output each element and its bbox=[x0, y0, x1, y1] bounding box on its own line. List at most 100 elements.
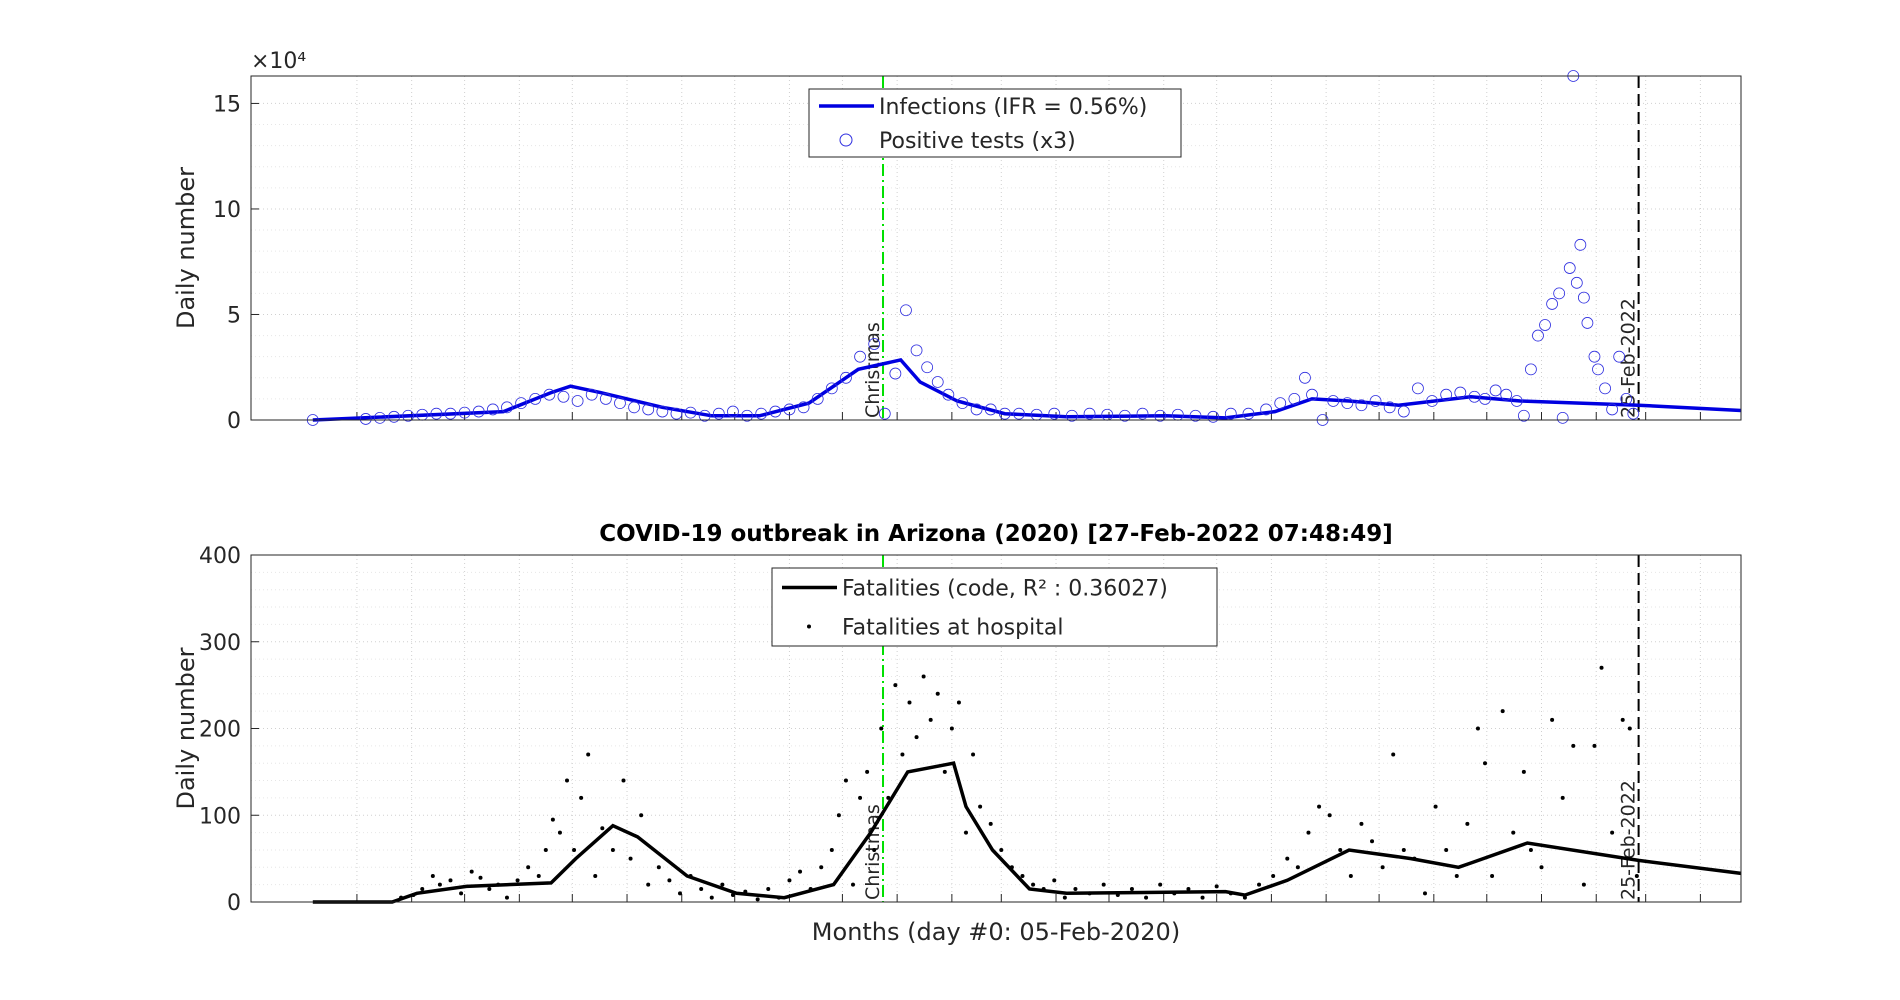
data-point bbox=[646, 882, 651, 887]
data-point bbox=[572, 847, 577, 852]
data-point bbox=[557, 390, 570, 403]
data-point bbox=[730, 893, 735, 898]
data-point bbox=[1599, 382, 1611, 395]
data-point bbox=[1041, 886, 1046, 891]
data-point bbox=[593, 873, 598, 878]
series-line bbox=[312, 761, 1742, 904]
data-point bbox=[1154, 409, 1167, 422]
data-point bbox=[921, 361, 934, 374]
data-point bbox=[536, 873, 541, 878]
data-point bbox=[699, 886, 704, 891]
data-point bbox=[430, 873, 435, 878]
data-point bbox=[402, 409, 415, 422]
data-point bbox=[1129, 886, 1134, 891]
data-point bbox=[1465, 821, 1470, 826]
data-point bbox=[1189, 409, 1202, 422]
data-point bbox=[565, 778, 570, 783]
data-point bbox=[1341, 397, 1354, 410]
data-point bbox=[411, 893, 416, 898]
data-point bbox=[1426, 395, 1438, 407]
data-point bbox=[709, 895, 714, 900]
data-point bbox=[1299, 371, 1311, 384]
data-point bbox=[388, 410, 400, 423]
axes-box bbox=[250, 75, 1742, 421]
data-point bbox=[1500, 709, 1505, 714]
data-point bbox=[1200, 895, 1205, 900]
y-tick-label: 300 bbox=[199, 631, 241, 656]
y-tick-label: 200 bbox=[199, 718, 241, 743]
data-point bbox=[1158, 882, 1163, 887]
data-point bbox=[907, 700, 912, 705]
data-point bbox=[656, 405, 669, 418]
data-point bbox=[1440, 388, 1453, 401]
y-tick-label: 400 bbox=[199, 544, 241, 569]
y-tick-label: 10 bbox=[213, 198, 241, 223]
data-point bbox=[543, 388, 556, 401]
data-point bbox=[469, 869, 474, 874]
data-point bbox=[1031, 882, 1036, 887]
data-point bbox=[1528, 847, 1533, 852]
data-point bbox=[585, 388, 598, 401]
data-point bbox=[1613, 350, 1626, 363]
data-point bbox=[935, 691, 940, 696]
data-point bbox=[1489, 384, 1502, 397]
data-point bbox=[571, 395, 584, 407]
data-point bbox=[825, 382, 838, 395]
data-point bbox=[1500, 388, 1513, 401]
data-point bbox=[819, 865, 824, 870]
data-point bbox=[1355, 399, 1368, 412]
data-point bbox=[420, 886, 425, 891]
y-axis-label: Daily number bbox=[172, 167, 200, 329]
data-point bbox=[928, 717, 933, 722]
data-point bbox=[1581, 882, 1586, 887]
data-point bbox=[1348, 873, 1353, 878]
data-point bbox=[1627, 407, 1640, 420]
data-point bbox=[984, 403, 997, 416]
data-point bbox=[1563, 262, 1576, 274]
data-point bbox=[656, 865, 661, 870]
data-point bbox=[1634, 873, 1639, 878]
data-point bbox=[1454, 386, 1467, 399]
data-point bbox=[1606, 403, 1619, 416]
data-point bbox=[776, 895, 781, 900]
data-point bbox=[1454, 873, 1459, 878]
data-point bbox=[741, 409, 753, 422]
data-point bbox=[1620, 717, 1625, 722]
data-point bbox=[720, 882, 725, 887]
data-point bbox=[1570, 276, 1583, 289]
data-point bbox=[1397, 405, 1410, 418]
data-point bbox=[543, 847, 548, 852]
data-point bbox=[931, 376, 944, 388]
data-point bbox=[988, 821, 993, 826]
data-point bbox=[1359, 821, 1364, 826]
data-point bbox=[1136, 407, 1149, 420]
data-point bbox=[399, 895, 404, 900]
data-point bbox=[1444, 847, 1449, 852]
data-point bbox=[670, 407, 683, 420]
data-point bbox=[1144, 895, 1149, 900]
data-point bbox=[599, 392, 612, 405]
data-point bbox=[1510, 395, 1523, 407]
data-point bbox=[811, 392, 824, 405]
data-point bbox=[1224, 407, 1237, 420]
data-point bbox=[879, 726, 884, 731]
data-point bbox=[970, 403, 983, 416]
data-point bbox=[437, 882, 442, 887]
legend-label: Fatalities at hospital bbox=[842, 616, 1063, 641]
data-point bbox=[1260, 403, 1273, 416]
data-point bbox=[1521, 769, 1526, 774]
data-point bbox=[1574, 238, 1587, 251]
series-line bbox=[312, 357, 1742, 422]
data-point bbox=[529, 392, 542, 405]
data-point bbox=[1581, 317, 1594, 329]
data-point bbox=[614, 397, 626, 410]
data-point bbox=[1186, 886, 1191, 891]
legend-swatch bbox=[807, 624, 811, 629]
data-point bbox=[459, 891, 464, 896]
y-axis-label: Daily number bbox=[172, 647, 200, 809]
data-point bbox=[1274, 397, 1287, 410]
data-point bbox=[942, 388, 955, 401]
data-point bbox=[797, 401, 810, 414]
data-point bbox=[1433, 804, 1438, 809]
data-point bbox=[829, 847, 834, 852]
